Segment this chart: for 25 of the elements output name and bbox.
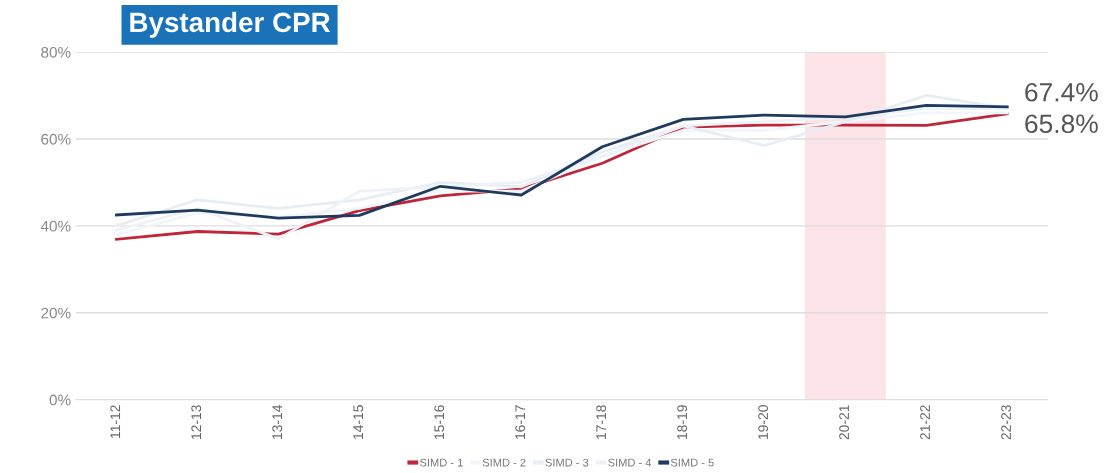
- x-tick-label: 19-20: [758, 405, 769, 440]
- legend-label: SIMD - 2: [482, 458, 526, 467]
- legend-label: SIMD - 4: [608, 458, 652, 467]
- y-tick-label: 20%: [41, 307, 71, 319]
- x-tick-label: 18-19: [677, 405, 688, 440]
- chart-title: Bystander CPR: [130, 11, 331, 38]
- x-tick-label: 20-21: [839, 405, 850, 440]
- x-tick-label: 14-15: [353, 405, 364, 440]
- annotation: 65.8%: [1025, 114, 1098, 134]
- y-tick-label: 40%: [40, 220, 71, 232]
- x-tick-label: 21-22: [920, 405, 930, 440]
- legend-label: SIMD - 5: [670, 458, 714, 467]
- x-tick-label: 13-14: [272, 404, 283, 440]
- x-tick-label: 22-23: [1001, 405, 1011, 440]
- y-tick-label: 0%: [49, 394, 71, 406]
- legend-label: SIMD - 3: [545, 458, 589, 467]
- x-tick-label: 12-13: [191, 405, 202, 440]
- y-tick-label: 80%: [41, 46, 71, 58]
- annotation: 67.4%: [1025, 82, 1098, 102]
- y-tick-label: 60%: [41, 133, 71, 145]
- x-tick-label: 17-18: [596, 405, 607, 440]
- x-tick-label: 16-17: [515, 405, 526, 440]
- legend-label: SIMD - 1: [420, 458, 463, 467]
- x-tick-label: 11-12: [110, 405, 121, 438]
- x-tick-label: 15-16: [434, 405, 445, 440]
